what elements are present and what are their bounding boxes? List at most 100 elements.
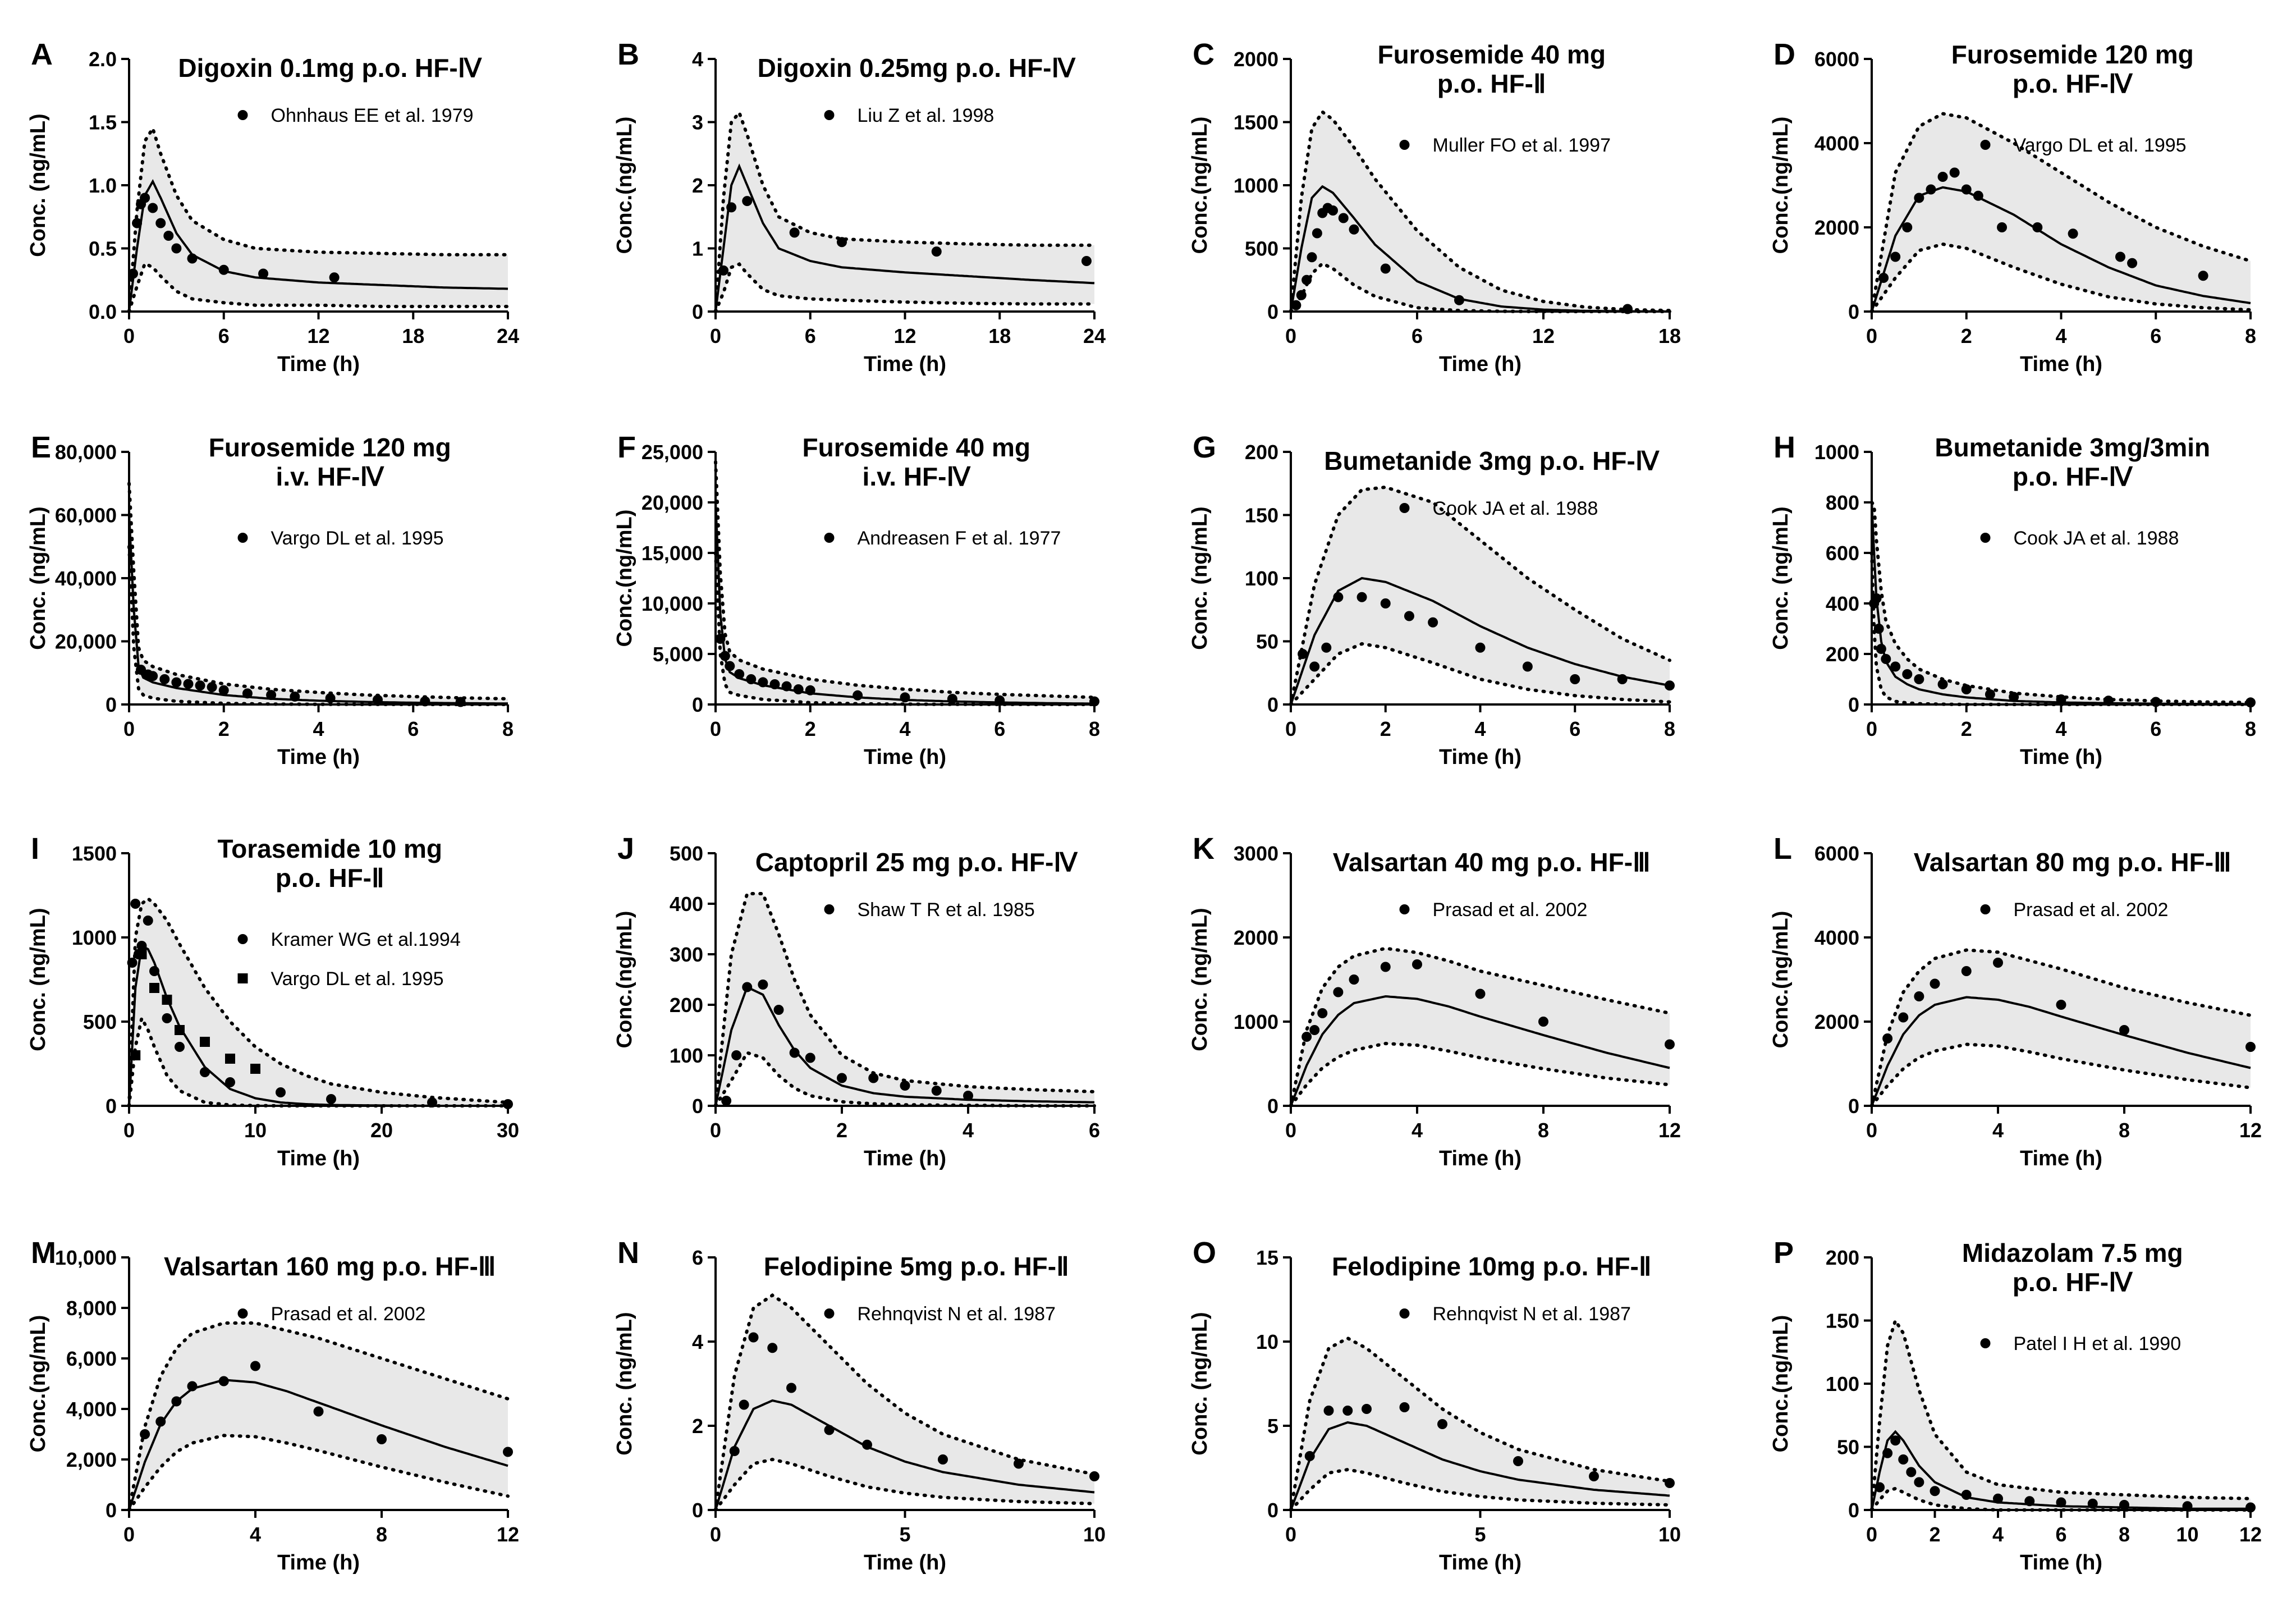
data-point <box>2103 695 2114 706</box>
legend-label: Rehnqvist N et al. 1987 <box>858 1303 1056 1325</box>
y-tick-label: 500 <box>83 1010 117 1033</box>
chart-title: Midazolam 7.5 mg <box>1962 1238 2183 1267</box>
data-point <box>326 1094 336 1104</box>
x-tick-label: 24 <box>497 324 519 347</box>
upper-percentile-line <box>1289 485 1671 706</box>
y-tick-label: 0 <box>1848 300 1859 323</box>
legend-label: Cook JA et al. 1988 <box>2014 528 2179 549</box>
x-tick-label: 20 <box>370 1119 393 1142</box>
data-point <box>207 682 217 693</box>
data-point <box>1349 974 1359 985</box>
y-tick-label: 6 <box>692 1246 703 1269</box>
chart-title: Furosemide 40 mg <box>803 433 1030 462</box>
data-point <box>2024 1496 2035 1507</box>
y-axis-label: Conc. (ng/mL) <box>26 506 50 649</box>
data-point <box>2119 1025 2129 1035</box>
upper-percentile-line <box>714 460 1096 699</box>
y-tick-label: 100 <box>670 1044 703 1067</box>
legend-marker <box>1980 904 1991 914</box>
data-point <box>171 677 182 688</box>
legend-marker <box>237 934 248 944</box>
x-tick-label: 0 <box>710 1119 721 1142</box>
data-point <box>2245 1042 2256 1052</box>
data-point <box>1937 679 1948 689</box>
prediction-band <box>716 462 1094 704</box>
data-point <box>931 246 942 257</box>
x-tick-label: 0 <box>1285 717 1296 740</box>
data-point <box>187 253 198 264</box>
data-point <box>2115 251 2125 262</box>
x-tick-label: 12 <box>893 324 916 347</box>
x-tick-label: 0 <box>710 717 721 740</box>
data-point <box>805 685 815 695</box>
y-tick-label: 800 <box>1826 491 1859 514</box>
y-axis-label: Conc.(ng/mL) <box>1769 911 1793 1049</box>
x-tick-label: 10 <box>1083 1523 1106 1546</box>
chart-title: Furosemide 40 mg <box>1378 40 1606 69</box>
x-axis-label: Time (h) <box>1439 1551 1521 1575</box>
data-point <box>1538 1017 1548 1027</box>
data-point <box>995 695 1005 706</box>
data-point <box>731 1050 742 1060</box>
data-point <box>853 690 863 701</box>
chart-panel-m: 0 2,000 4,000 6,000 8,000 10,000 0 4 8 12 Time (h)… <box>26 1236 519 1575</box>
legend-marker-square <box>237 973 248 983</box>
data-point <box>789 1047 800 1058</box>
x-tick-label: 18 <box>1658 324 1681 347</box>
prediction-band <box>1872 1320 2251 1510</box>
legend-label: Vargo DL et al. 1995 <box>271 528 444 549</box>
legend-label: Shaw T R et al. 1985 <box>858 899 1035 921</box>
data-point <box>721 1096 732 1106</box>
chart-title: p.o. HF-Ⅳ <box>2013 69 2133 98</box>
x-axis-label: Time (h) <box>277 1147 360 1170</box>
y-tick-label: 0 <box>1848 693 1859 716</box>
data-point <box>824 1425 835 1435</box>
x-axis-label: Time (h) <box>864 353 946 376</box>
data-point <box>148 203 158 213</box>
panel-letter: M <box>31 1236 56 1270</box>
data-point <box>1380 263 1391 274</box>
data-point <box>1312 228 1322 239</box>
lower-percentile-line <box>1289 1467 1671 1512</box>
data-point <box>1926 184 1936 195</box>
legend-label: Liu Z et al. 1998 <box>858 105 995 126</box>
upper-percentile-line <box>1870 112 2252 313</box>
data-point <box>931 1086 942 1096</box>
upper-percentile-line <box>127 482 510 701</box>
lower-percentile-line <box>714 1457 1096 1512</box>
x-tick-label: 4 <box>2055 324 2066 347</box>
upper-percentile-line <box>127 1321 510 1512</box>
y-tick-label: 15 <box>1256 1246 1278 1269</box>
x-tick-label: 8 <box>2245 717 2256 740</box>
data-point <box>739 1399 749 1410</box>
x-tick-label: 0 <box>1866 1119 1877 1142</box>
chart-panel-d: 0 2000 4000 6000 0 2 4 6 8 Time (h) Conc.(ng/mL) D F… <box>1769 38 2256 376</box>
data-point <box>1961 684 1972 694</box>
legend-label: Andreasen F et al. 1977 <box>858 528 1061 549</box>
x-tick-label: 0 <box>1866 717 1877 740</box>
data-point <box>1309 1025 1320 1035</box>
data-point <box>1665 1478 1675 1488</box>
data-point <box>718 265 729 276</box>
upper-percentile-line <box>714 892 1096 1108</box>
data-point <box>726 202 737 213</box>
data-point <box>1914 193 1924 203</box>
data-point <box>900 692 910 703</box>
y-tick-label: 10 <box>1256 1330 1278 1353</box>
data-point <box>1317 1008 1328 1018</box>
data-point <box>2056 1000 2066 1010</box>
x-tick-label: 24 <box>1083 324 1106 347</box>
y-tick-label: 500 <box>670 842 703 865</box>
data-point <box>1876 644 1886 654</box>
x-tick-label: 12 <box>2239 1523 2262 1546</box>
y-tick-label: 2000 <box>1234 926 1278 949</box>
data-point <box>1301 1032 1312 1042</box>
data-point <box>1513 1456 1523 1466</box>
data-point <box>266 690 277 701</box>
chart-panel-c: 0 500 1000 1500 2000 0 6 12 18 Time (h) Conc.(ng/m… <box>1188 38 1681 376</box>
data-point <box>1961 966 1972 976</box>
data-point <box>1881 654 1891 664</box>
data-point <box>1882 1033 1893 1044</box>
upper-percentile-line <box>1289 109 1671 313</box>
